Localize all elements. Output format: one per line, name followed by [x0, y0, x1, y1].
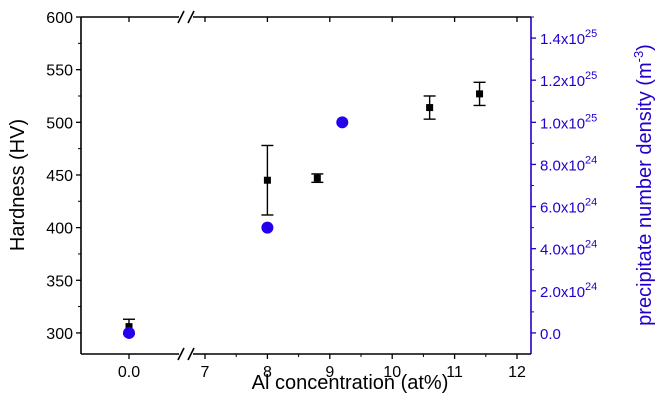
- y2-tick-label-exponent: 25: [585, 112, 597, 124]
- hardness-point: [426, 104, 434, 112]
- y2-tick-label-mantissa: 1.0x10: [540, 115, 585, 132]
- y2-axis-title-main: precipitate number density (m: [634, 62, 656, 325]
- hardness-point: [263, 176, 271, 184]
- axis-break-mark: [177, 347, 185, 361]
- plot-frame: [80, 10, 532, 361]
- y-tick-label: 300: [46, 326, 73, 343]
- y2-tick-label: 6.0x1024: [540, 197, 597, 217]
- y2-tick-label: 1.0x1025: [540, 112, 597, 132]
- x-axis-title: Al concentration (at%): [252, 372, 449, 394]
- y2-tick-label: 1.2x1025: [540, 70, 597, 90]
- x-tick-label: 8: [263, 364, 272, 381]
- y2-axis-title-close: ): [634, 44, 656, 51]
- y2-tick-label-mantissa: 0.0: [540, 326, 561, 343]
- hardness-point: [476, 90, 484, 98]
- y-axis-title: Hardness (HV): [7, 119, 29, 251]
- y2-tick-label: 4.0x1024: [540, 239, 597, 259]
- y-axis-left: 300 350 400 450 500 550 600: [46, 10, 81, 343]
- y2-tick-label-exponent: 24: [585, 197, 597, 209]
- y-axis-right: 0.02.0x10244.0x10246.0x10248.0x10241.0x1…: [531, 16, 597, 343]
- y2-tick-label: 1.4x1025: [540, 28, 597, 48]
- y2-tick-label-mantissa: 2.0x10: [540, 284, 585, 301]
- density-point: [261, 221, 274, 234]
- y-tick-label: 550: [46, 63, 73, 80]
- y2-tick-label: 0.0: [540, 326, 561, 343]
- y-tick-label: 450: [46, 168, 73, 185]
- x-tick-label: 0.0: [118, 364, 140, 381]
- y2-tick-label-mantissa: 8.0x10: [540, 157, 585, 174]
- axis-break-mark: [177, 10, 185, 24]
- data-series: [123, 81, 486, 339]
- x-tick-label: 9: [325, 364, 334, 381]
- y2-axis-title-superscript: -3: [631, 51, 646, 63]
- y-tick-label: 600: [46, 10, 73, 27]
- y2-tick-label-exponent: 24: [585, 281, 597, 293]
- axis-break-mark: [187, 10, 195, 24]
- y2-tick-label: 8.0x1024: [540, 154, 597, 174]
- y2-tick-label-mantissa: 1.4x10: [540, 31, 585, 48]
- y2-axis-title: precipitate number density (m-3): [631, 44, 656, 326]
- y2-tick-label-exponent: 25: [585, 70, 597, 82]
- x-tick-label: 10: [383, 364, 401, 381]
- x-tick-label: 7: [201, 364, 210, 381]
- y2-tick-label-exponent: 25: [585, 28, 597, 40]
- y-tick-label: 350: [46, 273, 73, 290]
- x-tick-label: 12: [508, 364, 526, 381]
- y2-tick-label-mantissa: 6.0x10: [540, 200, 585, 217]
- hardness-point: [125, 323, 133, 331]
- y2-tick-label-exponent: 24: [585, 154, 597, 166]
- y-tick-label: 500: [46, 115, 73, 132]
- y-tick-label: 400: [46, 221, 73, 238]
- x-axis: 0.0 7 8 9 10 11 12: [118, 17, 526, 381]
- density-point: [123, 326, 135, 339]
- y2-tick-label-exponent: 24: [585, 239, 597, 251]
- density-point: [336, 116, 349, 129]
- y2-tick-label-mantissa: 1.2x10: [540, 73, 585, 90]
- y2-tick-label-mantissa: 4.0x10: [540, 242, 585, 259]
- x-tick-label: 11: [446, 364, 463, 381]
- hardness-point: [313, 174, 321, 182]
- axis-break-mark: [187, 347, 195, 361]
- y2-tick-label: 2.0x1024: [540, 281, 597, 301]
